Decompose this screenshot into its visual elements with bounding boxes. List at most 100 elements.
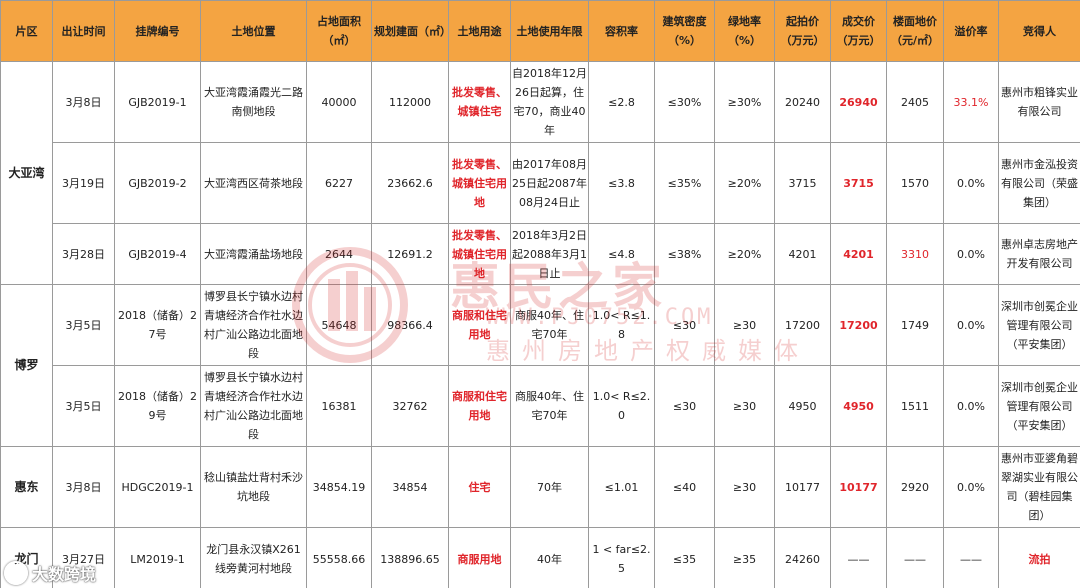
cell-term: 由2017年08月25日起2087年08月24日止 bbox=[510, 142, 589, 224]
corner-brand-label: 大数跨境 bbox=[32, 565, 97, 584]
cell-deal-price: —— bbox=[830, 527, 887, 588]
cell-density: ≤35% bbox=[654, 142, 715, 224]
cell-far: 1 < far≤2.5 bbox=[588, 527, 655, 588]
cell-deal-price: 17200 bbox=[830, 284, 887, 366]
table-row: 大亚湾 3月8日 GJB2019-1 大亚湾霞涌霞光二路南侧地段 40000 1… bbox=[0, 61, 1080, 285]
cell-premium: 33.1% bbox=[943, 61, 999, 143]
cell-density: ≤30 bbox=[654, 284, 715, 366]
cell-floor-price: 2405 bbox=[886, 61, 944, 143]
header-premium: 溢价率 bbox=[943, 0, 999, 62]
header-far: 容积率 bbox=[588, 0, 655, 62]
cell-location: 龙门县永汉镇X261线旁黄河村地段 bbox=[200, 527, 307, 588]
cell-winner: 惠州市亚婆角碧翠湖实业有限公司（碧桂园集团） bbox=[998, 446, 1080, 528]
cell-green: ≥30 bbox=[714, 446, 775, 528]
cell-start-price: 4950 bbox=[774, 365, 831, 447]
header-density: 建筑密度（%） bbox=[654, 0, 715, 62]
cell-code: GJB2019-4 bbox=[114, 223, 201, 285]
header-term: 土地使用年限 bbox=[510, 0, 589, 62]
cell-area: 6227 bbox=[306, 142, 372, 224]
header-deal-price: 成交价（万元） bbox=[830, 0, 887, 62]
cell-date: 3月8日 bbox=[52, 446, 115, 528]
cell-date: 3月27日 bbox=[52, 527, 115, 588]
cell-start-price: 4201 bbox=[774, 223, 831, 285]
cell-deal-price: 3715 bbox=[830, 142, 887, 224]
cell-density: ≤35 bbox=[654, 527, 715, 588]
cell-location: 大亚湾霞涌霞光二路南侧地段 bbox=[200, 61, 307, 143]
header-start-price: 起拍价（万元） bbox=[774, 0, 831, 62]
cell-start-price: 17200 bbox=[774, 284, 831, 366]
header-usage: 土地用途 bbox=[448, 0, 511, 62]
region-cell: 惠东 bbox=[0, 446, 53, 528]
cell-usage: 商服和住宅用地 bbox=[448, 365, 511, 447]
cell-start-price: 3715 bbox=[774, 142, 831, 224]
cell-green: ≥20% bbox=[714, 223, 775, 285]
cell-winner: 深圳市创冕企业管理有限公司（平安集团） bbox=[998, 365, 1080, 447]
cell-green: ≥20% bbox=[714, 142, 775, 224]
cell-area: 40000 bbox=[306, 61, 372, 143]
region-cell: 博罗 bbox=[0, 284, 53, 447]
cell-location: 大亚湾霞涌盐场地段 bbox=[200, 223, 307, 285]
header-gfa: 规划建面（㎡） bbox=[371, 0, 449, 62]
cell-winner: 惠州市粗锋实业有限公司 bbox=[998, 61, 1080, 143]
cell-usage: 住宅 bbox=[448, 446, 511, 528]
cell-code: 2018（储备）27号 bbox=[114, 284, 201, 366]
cell-winner: 流拍 bbox=[998, 527, 1080, 588]
table-row: 博罗 3月5日 2018（储备）27号 博罗县长宁镇水边村青塘经济合作社水边村广… bbox=[0, 284, 1080, 447]
cell-green: ≥30 bbox=[714, 284, 775, 366]
cell-gfa: 138896.65 bbox=[371, 527, 449, 588]
cell-floor-price: 1570 bbox=[886, 142, 944, 224]
cell-area: 54648 bbox=[306, 284, 372, 366]
cell-deal-price: 10177 bbox=[830, 446, 887, 528]
cell-premium: 0.0% bbox=[943, 142, 999, 224]
cell-start-price: 10177 bbox=[774, 446, 831, 528]
region-cell: 大亚湾 bbox=[0, 61, 53, 285]
cell-usage: 商服和住宅用地 bbox=[448, 284, 511, 366]
cell-code: GJB2019-1 bbox=[114, 61, 201, 143]
cell-winner: 惠州卓志房地产开发有限公司 bbox=[998, 223, 1080, 285]
header-green: 绿地率（%） bbox=[714, 0, 775, 62]
cell-area: 16381 bbox=[306, 365, 372, 447]
header-floor-price: 楼面地价（元/㎡） bbox=[886, 0, 944, 62]
cell-usage: 商服用地 bbox=[448, 527, 511, 588]
corner-brand: 大数跨境 bbox=[4, 560, 96, 586]
cell-gfa: 98366.4 bbox=[371, 284, 449, 366]
cell-green: ≥30% bbox=[714, 61, 775, 143]
cell-usage: 批发零售、城镇住宅 bbox=[448, 61, 511, 143]
cell-density: ≤30 bbox=[654, 365, 715, 447]
brand-logo-icon bbox=[4, 561, 28, 585]
cell-winner: 深圳市创冕企业管理有限公司（平安集团） bbox=[998, 284, 1080, 366]
cell-premium: —— bbox=[943, 527, 999, 588]
header-area: 占地面积（㎡） bbox=[306, 0, 372, 62]
cell-area: 55558.66 bbox=[306, 527, 372, 588]
header-region: 片区 bbox=[0, 0, 53, 62]
cell-location: 稔山镇盐灶背村禾沙坑地段 bbox=[200, 446, 307, 528]
cell-term: 自2018年12月26日起算，住宅70，商业40年 bbox=[510, 61, 589, 143]
cell-area: 34854.19 bbox=[306, 446, 372, 528]
cell-gfa: 32762 bbox=[371, 365, 449, 447]
cell-gfa: 12691.2 bbox=[371, 223, 449, 285]
header-location: 土地位置 bbox=[200, 0, 307, 62]
header-winner: 竞得人 bbox=[998, 0, 1080, 62]
cell-gfa: 112000 bbox=[371, 61, 449, 143]
cell-deal-price: 26940 bbox=[830, 61, 887, 143]
cell-area: 2644 bbox=[306, 223, 372, 285]
cell-floor-price: 1749 bbox=[886, 284, 944, 366]
cell-term: 40年 bbox=[510, 527, 589, 588]
cell-premium: 0.0% bbox=[943, 223, 999, 285]
cell-deal-price: 4950 bbox=[830, 365, 887, 447]
cell-code: 2018（储备）29号 bbox=[114, 365, 201, 447]
cell-far: ≤3.8 bbox=[588, 142, 655, 224]
cell-far: ≤1.01 bbox=[588, 446, 655, 528]
cell-floor-price: 3310 bbox=[886, 223, 944, 285]
cell-term: 2018年3月2日起2088年3月1日止 bbox=[510, 223, 589, 285]
cell-green: ≥35 bbox=[714, 527, 775, 588]
cell-floor-price: 1511 bbox=[886, 365, 944, 447]
cell-start-price: 20240 bbox=[774, 61, 831, 143]
cell-premium: 0.0% bbox=[943, 446, 999, 528]
cell-usage: 批发零售、城镇住宅用地 bbox=[448, 223, 511, 285]
cell-far: ≤4.8 bbox=[588, 223, 655, 285]
table-row: 3月19日 GJB2019-2 大亚湾西区荷茶地段 6227 23662.6 批… bbox=[1, 142, 1080, 224]
cell-winner: 惠州市金泓投资有限公司（荣盛集团） bbox=[998, 142, 1080, 224]
table-row: 3月5日 2018（储备）29号 博罗县长宁镇水边村青塘经济合作社水边村广汕公路… bbox=[1, 365, 1080, 447]
